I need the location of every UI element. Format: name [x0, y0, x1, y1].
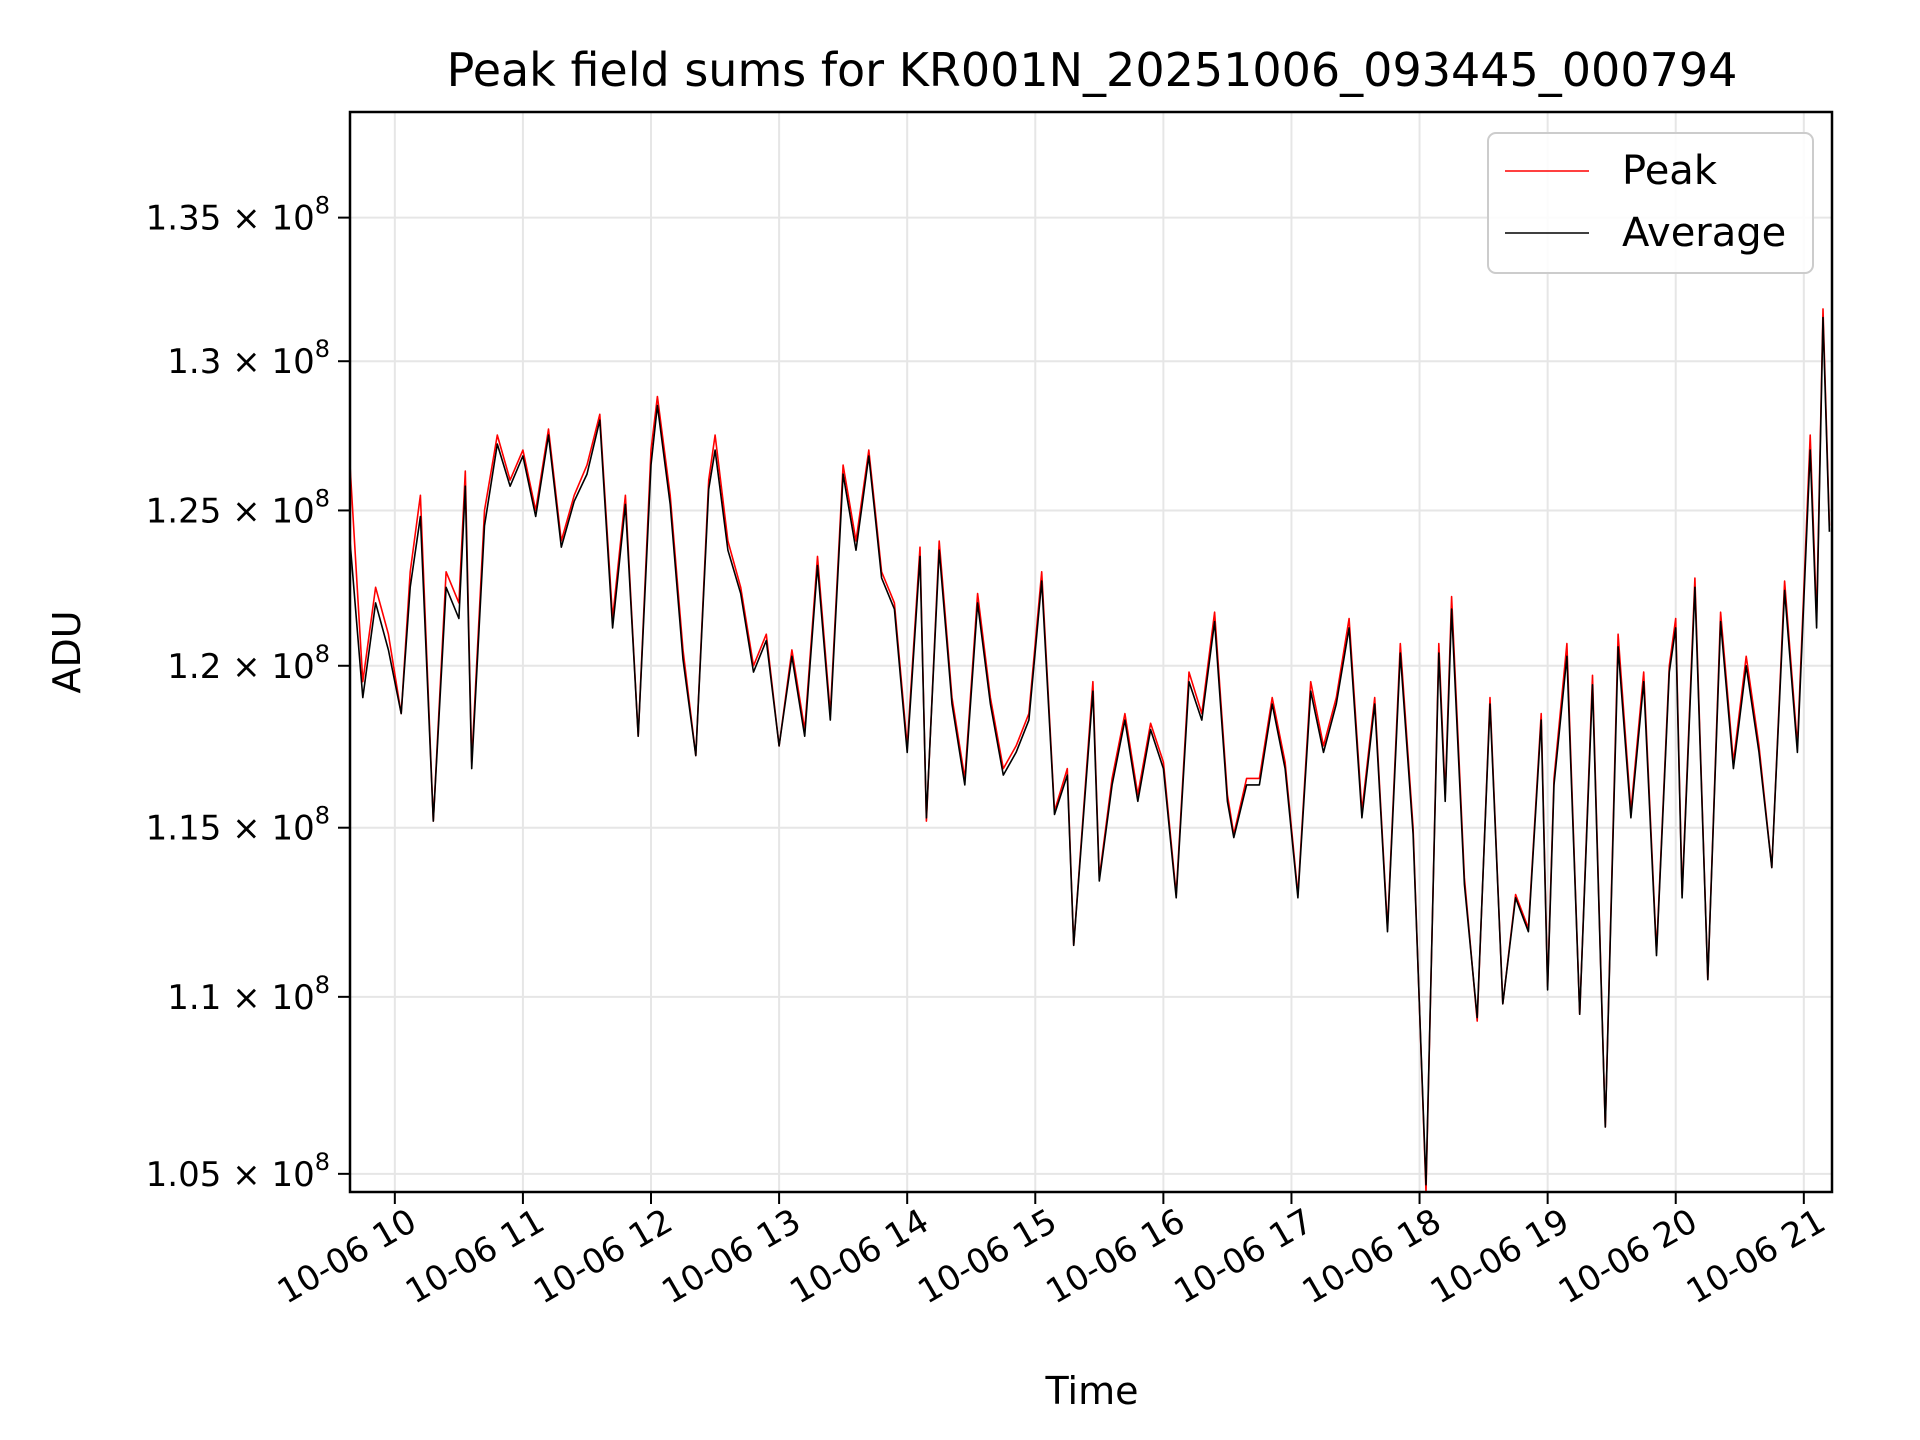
legend-label-peak: Peak [1622, 148, 1718, 194]
y-tick-label: 1.05 × 108 [146, 1148, 330, 1195]
y-tick-label: 1.25 × 108 [146, 484, 330, 531]
y-axis: 1.05 × 108 1.1 × 108 1.15 × 108 1.2 × 108 1.… [146, 192, 350, 1195]
chart-title: Peak field sums for KR001N_20251006_0934… [447, 43, 1738, 97]
y-tick-label: 1.3 × 108 [167, 335, 330, 382]
y-tick-label: 1.35 × 108 [146, 192, 330, 239]
legend-label-average: Average [1622, 210, 1786, 256]
plot-frame [348, 110, 1834, 1194]
y-tick-label: 1.1 × 108 [167, 971, 330, 1018]
legend-box [1487, 132, 1814, 274]
y-tick-label: 1.15 × 108 [146, 802, 330, 849]
y-axis-title: ADU [45, 610, 89, 693]
y-tick-label: 1.2 × 108 [167, 640, 330, 687]
series-layer [349, 308, 1831, 1193]
legend: Peak Average [1487, 132, 1814, 274]
x-axis-title: Time [1045, 1369, 1139, 1413]
series-line-average [349, 316, 1831, 1186]
